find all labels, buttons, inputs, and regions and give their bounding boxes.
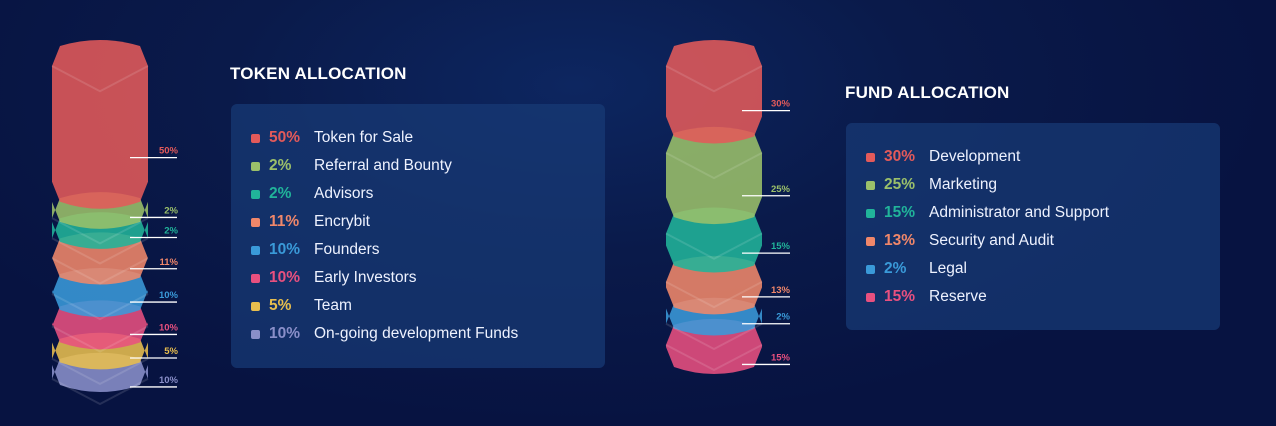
fund-segment-face-reserve: [665, 343, 763, 372]
token-legend-item: 11% Encrybit: [251, 212, 370, 232]
legend-swatch: [251, 133, 260, 143]
fund-segment-face-security-and-audit: [665, 280, 763, 309]
fund-segment-face-administrator-and-support: [665, 232, 763, 260]
legend-name: Advisors: [314, 185, 374, 202]
fund-segment-face-marketing: [665, 152, 763, 180]
fund-segment-development: [666, 40, 762, 144]
token-segment-face-team: [51, 357, 149, 386]
legend-name: Development: [929, 148, 1021, 165]
token-legend-item: 10% Founders: [251, 240, 379, 260]
legend-swatch: [866, 180, 875, 190]
fund-segment-administrator-and-support: [666, 207, 762, 273]
token-allocation-title: TOKEN ALLOCATION: [230, 64, 407, 83]
fund-allocation-title: FUND ALLOCATION: [845, 83, 1010, 102]
legend-swatch: [866, 208, 875, 218]
legend-name: Administrator and Support: [929, 204, 1110, 221]
fund-value-label: 2%: [776, 312, 790, 323]
legend-name: On-going development Funds: [314, 325, 519, 342]
token-value-label: 10%: [159, 290, 179, 301]
token-legend-item: 50% Token for Sale: [251, 128, 413, 148]
fund-allocation-legend: 30% Development 25% Marketing 15% Administrat…: [846, 123, 1220, 330]
fund-value-label: 30%: [771, 99, 791, 110]
token-segment-token-for-sale: [52, 40, 148, 209]
token-segment-face-token-for-sale: [51, 65, 149, 93]
token-value-label: 11%: [160, 257, 179, 268]
token-value-label: 10%: [159, 375, 179, 386]
legend-name: Security and Audit: [929, 232, 1054, 249]
legend-percent: 10%: [269, 269, 301, 286]
fund-legend-item: 2% Legal: [866, 259, 967, 279]
legend-percent: 13%: [884, 232, 916, 249]
token-legend-item: 10% On-going development Funds: [251, 324, 518, 344]
token-segment-face-referral-and-bounty: [51, 217, 149, 245]
legend-swatch: [251, 245, 260, 255]
token-value-label: 5%: [164, 346, 178, 357]
fund-segment-face-legal: [665, 322, 763, 351]
legend-percent: 2%: [269, 185, 292, 202]
legend-swatch: [251, 273, 260, 283]
legend-swatch: [251, 161, 260, 171]
fund-legend-item: 25% Marketing: [866, 175, 997, 195]
legend-swatch: [866, 236, 875, 246]
token-value-label: 2%: [164, 205, 178, 216]
legend-percent: 15%: [884, 204, 916, 221]
legend-name: Marketing: [929, 176, 998, 193]
legend-swatch: [251, 189, 260, 199]
legend-percent: 25%: [884, 176, 916, 193]
fund-segment-face-development: [665, 65, 763, 93]
legend-percent: 50%: [269, 129, 301, 146]
legend-percent: 2%: [884, 260, 907, 277]
legend-name: Encrybit: [314, 213, 370, 230]
legend-name: Referral and Bounty: [314, 157, 452, 174]
legend-swatch: [251, 329, 260, 339]
token-legend-item: 2% Referral and Bounty: [251, 156, 452, 176]
token-value-label: 50%: [159, 146, 179, 157]
legend-name: Team: [314, 297, 352, 314]
fund-legend-item: 30% Development: [866, 147, 1020, 167]
token-segment-face-advisors: [51, 237, 149, 265]
legend-percent: 15%: [884, 288, 916, 305]
legend-percent: 30%: [884, 148, 916, 165]
fund-segment-security-and-audit: [666, 255, 762, 315]
legend-percent: 5%: [269, 297, 292, 314]
legend-percent: 11%: [269, 213, 300, 230]
legend-swatch: [866, 152, 875, 162]
legend-name: Legal: [929, 260, 967, 277]
legend-percent: 10%: [269, 241, 301, 258]
fund-legend-item: 13% Security and Audit: [866, 231, 1054, 251]
token-allocation-legend: 50% Token for Sale 2% Referral and Bounty 2%…: [231, 104, 605, 368]
fund-value-label: 25%: [771, 184, 791, 195]
legend-name: Early Investors: [314, 269, 417, 286]
fund-legend-item: 15% Reserve: [866, 287, 987, 307]
fund-value-label: 13%: [771, 285, 791, 296]
legend-percent: 10%: [269, 325, 301, 342]
token-value-label: 2%: [164, 225, 178, 236]
fund-value-label: 15%: [771, 352, 791, 363]
legend-name: Token for Sale: [314, 129, 414, 146]
legend-name: Reserve: [929, 288, 987, 305]
fund-segment-marketing: [666, 126, 762, 225]
legend-name: Founders: [314, 241, 380, 258]
legend-percent: 2%: [269, 157, 292, 174]
legend-swatch: [866, 292, 875, 302]
fund-legend-item: 15% Administrator and Support: [866, 203, 1109, 223]
token-segment-face-encrybit: [51, 257, 149, 285]
token-value-label: 10%: [159, 322, 179, 333]
token-legend-item: 2% Advisors: [251, 184, 373, 204]
fund-value-label: 15%: [771, 241, 791, 252]
token-legend-item: 10% Early Investors: [251, 268, 417, 288]
token-legend-item: 5% Team: [251, 296, 352, 316]
legend-swatch: [251, 217, 260, 227]
legend-swatch: [251, 301, 260, 311]
legend-swatch: [866, 264, 875, 274]
